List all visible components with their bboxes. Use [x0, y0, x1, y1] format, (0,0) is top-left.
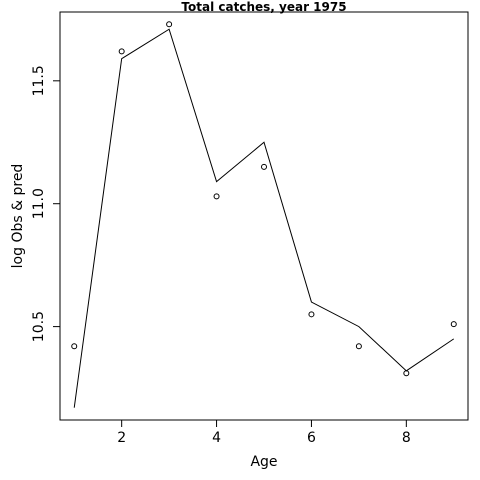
observed-point — [118, 48, 125, 55]
plot-frame — [59, 11, 469, 421]
y-tick-label: 10.5 — [31, 311, 47, 342]
observed-point — [355, 343, 362, 350]
predicted-line — [73, 28, 455, 408]
observed-point — [261, 163, 267, 170]
observed-point — [450, 321, 457, 328]
observed-point — [71, 343, 78, 350]
x-axis: 2 4 6 8 — [117, 419, 411, 446]
x-tick-label: 8 — [402, 430, 411, 446]
x-tick-label: 4 — [212, 430, 221, 446]
y-tick-label: 11.5 — [31, 65, 47, 96]
y-tick-label: 11.0 — [31, 188, 47, 219]
y-axis-label: log Obs & pred — [10, 164, 26, 269]
x-tick-label: 6 — [307, 430, 316, 446]
observed-point — [213, 193, 220, 200]
chart-title: Total catches, year 1975 — [181, 0, 346, 14]
observed-point — [403, 370, 410, 377]
observed-point — [308, 311, 315, 318]
x-axis-label: Age — [250, 454, 277, 470]
observed-point — [166, 21, 173, 28]
x-tick-label: 2 — [117, 430, 126, 446]
y-axis: 10.5 11.0 11.5 — [31, 65, 61, 342]
series-layer — [71, 21, 457, 408]
